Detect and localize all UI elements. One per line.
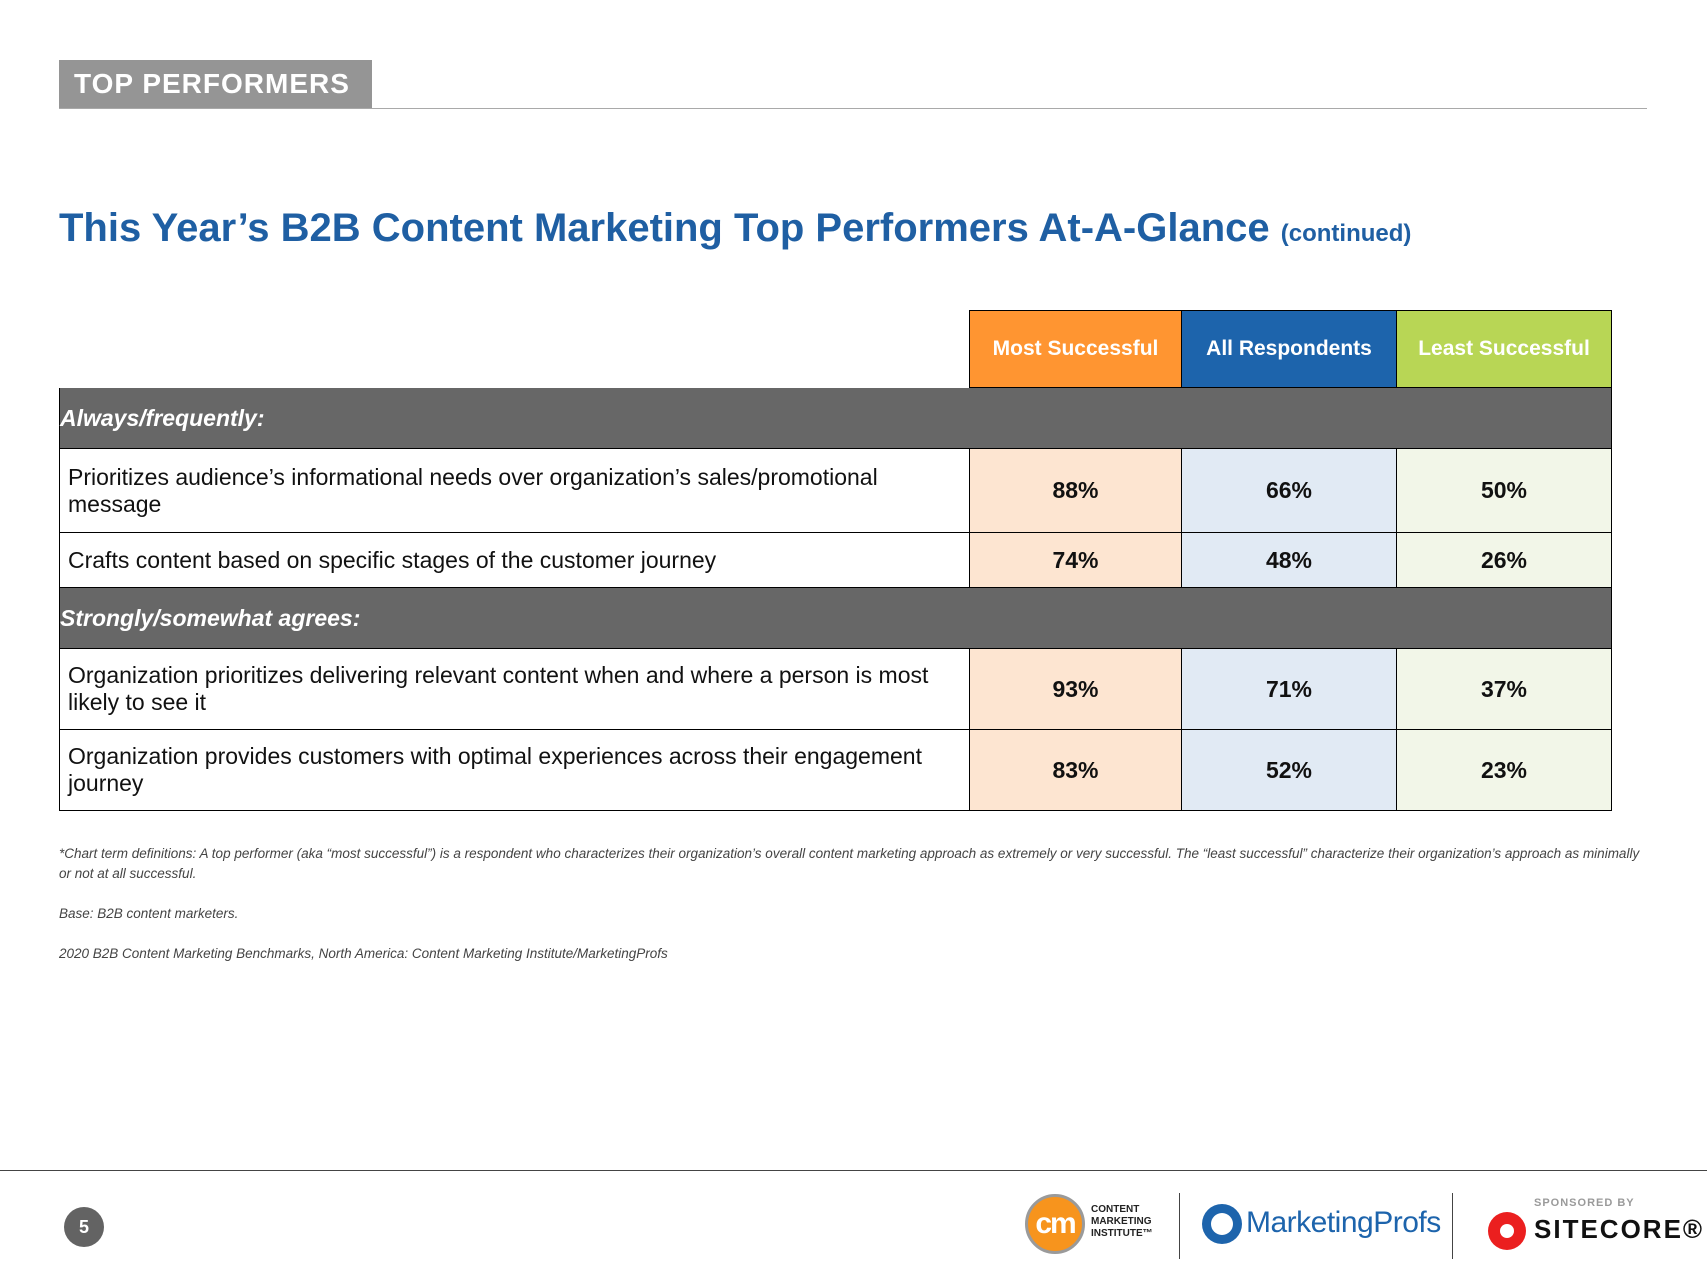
- logo-divider: [1179, 1193, 1180, 1259]
- table-row: Crafts content based on specific stages …: [59, 532, 1612, 588]
- performers-table: Most Successful All Respondents Least Su…: [59, 310, 1612, 811]
- column-header-all-respondents: All Respondents: [1181, 310, 1397, 388]
- sponsored-by-label: SPONSORED BY: [1534, 1197, 1635, 1209]
- value-all-respondents: 66%: [1181, 448, 1397, 533]
- row-label: Organization provides customers with opt…: [59, 729, 970, 811]
- footer-divider: [0, 1170, 1707, 1171]
- section-label: Strongly/somewhat agrees:: [59, 587, 1612, 649]
- base-note: Base: B2B content marketers.: [59, 906, 239, 921]
- source-note: 2020 B2B Content Marketing Benchmarks, N…: [59, 946, 668, 961]
- marketingprofs-wordmark: MarketingProfs: [1246, 1206, 1441, 1239]
- sitecore-wordmark: SITECORE®: [1534, 1214, 1705, 1244]
- cmi-logo-line: CONTENT: [1091, 1204, 1140, 1215]
- value-least-successful: 37%: [1396, 648, 1612, 730]
- value-all-respondents: 71%: [1181, 648, 1397, 730]
- page-title-main: This Year’s B2B Content Marketing Top Pe…: [59, 206, 1270, 250]
- column-header-least-successful: Least Successful: [1396, 310, 1612, 388]
- row-label: Prioritizes audience’s informational nee…: [59, 448, 970, 533]
- cmi-logo-line: INSTITUTE™: [1091, 1228, 1153, 1239]
- value-most-successful: 83%: [969, 729, 1182, 811]
- value-most-successful: 88%: [969, 448, 1182, 533]
- value-least-successful: 23%: [1396, 729, 1612, 811]
- page-number: 5: [64, 1207, 104, 1247]
- column-header-most-successful: Most Successful: [969, 310, 1182, 388]
- table-row: Prioritizes audience’s informational nee…: [59, 448, 1612, 533]
- section-row: Strongly/somewhat agrees:: [59, 587, 1612, 649]
- section-label: Always/frequently:: [59, 387, 1612, 449]
- section-tag: TOP PERFORMERS: [59, 60, 372, 108]
- value-least-successful: 26%: [1396, 532, 1612, 588]
- value-all-respondents: 48%: [1181, 532, 1397, 588]
- page-title-suffix: (continued): [1280, 220, 1412, 247]
- page-title: This Year’s B2B Content Marketing Top Pe…: [59, 206, 1411, 251]
- row-label: Crafts content based on specific stages …: [59, 532, 970, 588]
- section-row: Always/frequently:: [59, 387, 1612, 449]
- cmi-logo-line: MARKETING: [1091, 1216, 1152, 1227]
- logo-divider: [1452, 1193, 1453, 1259]
- value-most-successful: 93%: [969, 648, 1182, 730]
- value-all-respondents: 52%: [1181, 729, 1397, 811]
- header-blank-cell: [59, 310, 970, 388]
- content-marketing-institute-logo: cm CONTENT MARKETING INSTITUTE™: [1025, 1192, 1185, 1256]
- chart-term-definitions: *Chart term definitions: A top performer…: [59, 846, 1640, 881]
- value-least-successful: 50%: [1396, 448, 1612, 533]
- cmi-logo-mark: cm: [1025, 1194, 1085, 1254]
- table-row: Organization provides customers with opt…: [59, 729, 1612, 811]
- cmi-logo-text: CONTENT MARKETING INSTITUTE™: [1091, 1204, 1153, 1240]
- sitecore-icon: [1488, 1212, 1526, 1250]
- header-divider: [59, 108, 1647, 109]
- footnotes: *Chart term definitions: A top performer…: [59, 844, 1649, 984]
- row-label: Organization prioritizes delivering rele…: [59, 648, 970, 730]
- marketingprofs-icon: [1202, 1204, 1242, 1244]
- value-most-successful: 74%: [969, 532, 1182, 588]
- table-row: Organization prioritizes delivering rele…: [59, 648, 1612, 730]
- column-header-row: Most Successful All Respondents Least Su…: [59, 310, 1612, 388]
